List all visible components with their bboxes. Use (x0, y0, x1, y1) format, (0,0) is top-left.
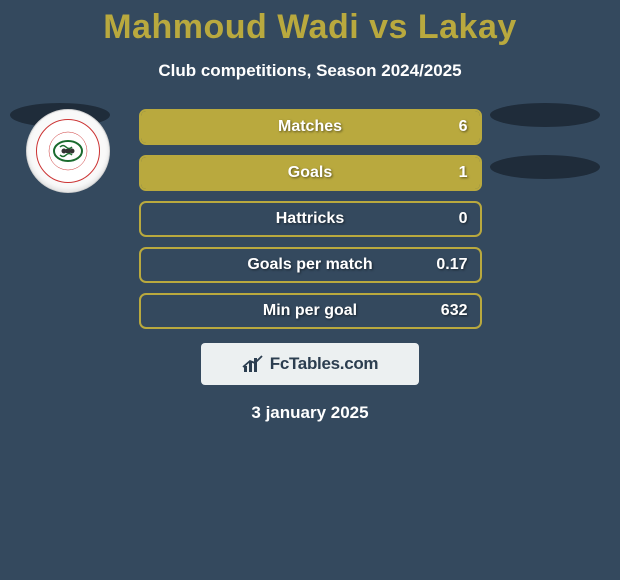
branding-text: FcTables.com (270, 354, 379, 374)
stat-row: Goals 1 (139, 155, 482, 191)
stat-label: Min per goal (141, 295, 480, 327)
stat-row: Min per goal 632 (139, 293, 482, 329)
bar-chart-icon (242, 355, 264, 373)
page-title: Mahmoud Wadi vs Lakay (0, 0, 620, 47)
club-crest-icon (36, 119, 100, 183)
date-label: 3 january 2025 (0, 403, 620, 423)
branding-badge: FcTables.com (201, 343, 419, 385)
stat-label: Goals (141, 157, 480, 189)
avatar-shadow-icon (490, 103, 600, 127)
stat-value: 0 (459, 203, 468, 235)
stat-row: Goals per match 0.17 (139, 247, 482, 283)
stat-value: 1 (459, 157, 468, 189)
stat-label: Matches (141, 111, 480, 143)
player-left-badge (26, 109, 110, 193)
player-left-group (10, 103, 110, 193)
stat-row: Hattricks 0 (139, 201, 482, 237)
stat-label: Goals per match (141, 249, 480, 281)
comparison-area: Matches 6 Goals 1 Hattricks 0 Goals per … (0, 109, 620, 423)
player-right-group (500, 103, 600, 179)
stat-row: Matches 6 (139, 109, 482, 145)
stat-value: 6 (459, 111, 468, 143)
stat-label: Hattricks (141, 203, 480, 235)
stat-value: 0.17 (436, 249, 467, 281)
subtitle: Club competitions, Season 2024/2025 (0, 61, 620, 81)
stats-table: Matches 6 Goals 1 Hattricks 0 Goals per … (139, 109, 482, 329)
stat-value: 632 (441, 295, 468, 327)
avatar-shadow-icon (490, 155, 600, 179)
